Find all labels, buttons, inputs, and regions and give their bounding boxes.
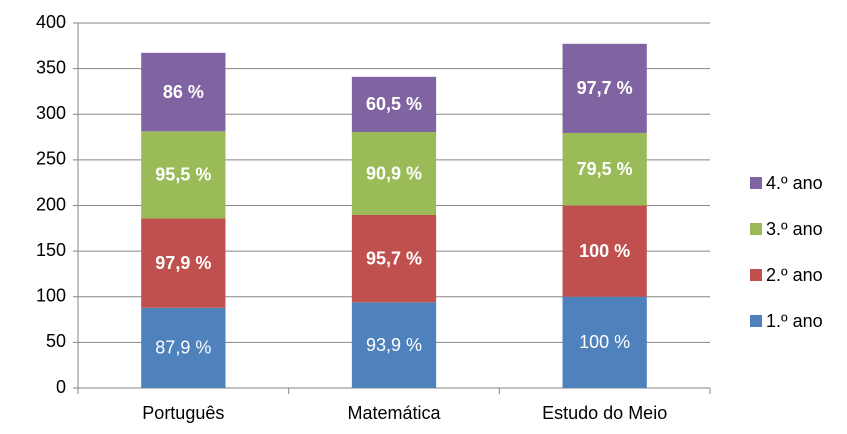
x-tick-label: Matemática xyxy=(347,403,441,423)
bar-segment xyxy=(141,307,226,388)
bar-segment xyxy=(141,218,226,308)
legend-label: 3.º ano xyxy=(766,219,823,239)
data-label: 95,5 % xyxy=(155,165,211,185)
data-label: 90,9 % xyxy=(366,163,422,183)
bar-segment xyxy=(351,302,437,388)
bar-segment xyxy=(562,43,647,133)
legend-label: 1.º ano xyxy=(766,311,823,331)
legend-swatch xyxy=(750,269,762,281)
bar-segment xyxy=(141,131,226,219)
data-label: 86 % xyxy=(163,82,204,102)
data-label: 95,7 % xyxy=(366,248,422,268)
bar-segment xyxy=(562,205,647,297)
data-label: 97,7 % xyxy=(577,78,633,98)
y-tick-label: 350 xyxy=(36,57,66,77)
y-tick-label: 150 xyxy=(36,240,66,260)
bar-segment xyxy=(562,132,647,206)
x-tick-label: Estudo do Meio xyxy=(542,403,667,423)
legend-label: 2.º ano xyxy=(766,265,823,285)
data-label: 87,9 % xyxy=(155,338,211,358)
x-tick-label: Português xyxy=(142,403,224,423)
bar-segment xyxy=(351,214,437,303)
bar-segment xyxy=(351,132,437,215)
data-label: 93,9 % xyxy=(366,335,422,355)
y-tick-label: 400 xyxy=(36,12,66,32)
legend-label: 4.º ano xyxy=(766,173,823,193)
data-label: 100 % xyxy=(579,241,630,261)
bar-segment xyxy=(351,76,437,133)
y-tick-label: 50 xyxy=(46,331,66,351)
legend-swatch xyxy=(750,315,762,327)
data-label: 97,9 % xyxy=(155,253,211,273)
y-tick-label: 0 xyxy=(56,377,66,397)
legend-swatch xyxy=(750,223,762,235)
y-tick-label: 100 xyxy=(36,286,66,306)
data-label: 60,5 % xyxy=(366,94,422,114)
legend-swatch xyxy=(750,177,762,189)
bar-segment xyxy=(562,296,647,388)
bar-segment xyxy=(141,52,226,132)
data-label: 79,5 % xyxy=(577,159,633,179)
y-tick-label: 200 xyxy=(36,194,66,214)
data-label: 100 % xyxy=(579,332,630,352)
y-tick-label: 250 xyxy=(36,149,66,169)
y-tick-label: 300 xyxy=(36,103,66,123)
